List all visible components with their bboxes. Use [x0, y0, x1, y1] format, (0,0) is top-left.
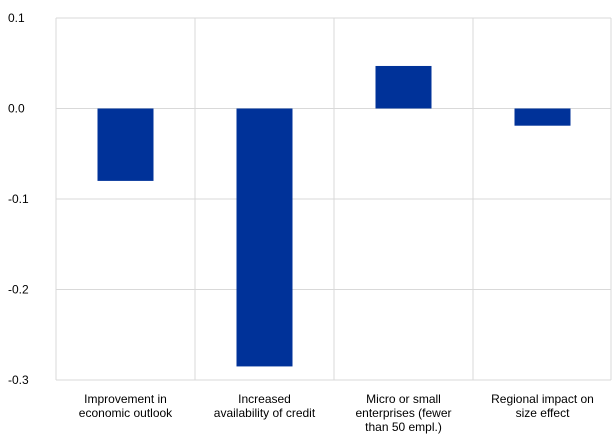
- x-tick-label: size effect: [516, 406, 570, 420]
- y-tick-label: -0.3: [8, 373, 29, 387]
- x-tick-label: Increased: [238, 392, 291, 406]
- x-tick-label: than 50 empl.): [365, 420, 442, 434]
- y-tick-label: -0.1: [8, 192, 29, 206]
- x-tick-label: Micro or small: [366, 392, 441, 406]
- x-tick-label: availability of credit: [214, 406, 316, 420]
- y-tick-label: 0.0: [8, 102, 25, 116]
- x-tick-label: enterprises (fewer: [355, 406, 451, 420]
- bar-3: [375, 65, 432, 109]
- bar-2: [236, 108, 293, 367]
- y-tick-label: -0.2: [8, 283, 29, 297]
- x-tick-label: Improvement in: [84, 392, 167, 406]
- bar-1: [97, 108, 154, 181]
- y-tick-label: 0.1: [8, 11, 25, 25]
- x-tick-label: economic outlook: [79, 406, 173, 420]
- bar-4: [514, 108, 571, 126]
- x-tick-label: Regional impact on: [491, 392, 594, 406]
